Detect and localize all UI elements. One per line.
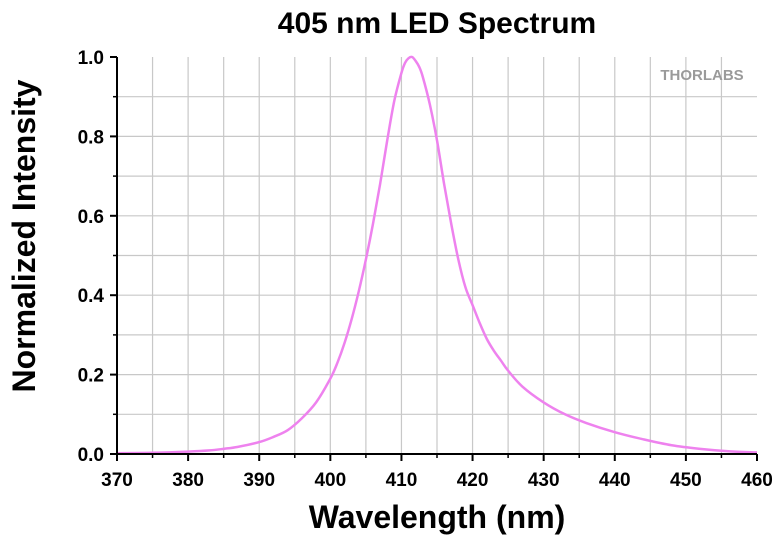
x-tick-label: 440 bbox=[599, 470, 631, 491]
y-tick-label: 0.8 bbox=[78, 127, 104, 148]
x-tick-label: 430 bbox=[528, 470, 560, 491]
y-tick-label: 0.6 bbox=[78, 207, 104, 228]
thorlabs-logo: THORLABS bbox=[660, 67, 743, 84]
chart-title: 405 nm LED Spectrum bbox=[278, 7, 596, 40]
x-axis-label: Wavelength (nm) bbox=[309, 499, 566, 535]
y-tick-label: 1.0 bbox=[78, 48, 104, 69]
x-tick-label: 420 bbox=[457, 470, 489, 491]
y-axis-label: Normalized Intensity bbox=[6, 79, 42, 392]
x-tick-label: 410 bbox=[386, 470, 418, 491]
y-tick-label: 0.2 bbox=[78, 366, 104, 387]
x-tick-label: 370 bbox=[101, 470, 133, 491]
series-layer bbox=[116, 55, 758, 455]
tick-labels: 370 380 390 400 410 420 430 440 450 460 0.0 0.2 0.4 0… bbox=[78, 48, 773, 491]
y-tick-label: 0.4 bbox=[78, 286, 105, 307]
tick-marks bbox=[110, 56, 758, 461]
x-tick-label: 400 bbox=[314, 470, 346, 491]
x-tick-label: 460 bbox=[741, 470, 773, 491]
x-tick-label: 390 bbox=[243, 470, 275, 491]
x-tick-label: 380 bbox=[172, 470, 204, 491]
y-tick-label: 0.0 bbox=[78, 445, 104, 466]
spectrum-series-line bbox=[116, 55, 758, 455]
x-tick-label: 450 bbox=[670, 470, 702, 491]
grid-lines bbox=[117, 57, 757, 454]
